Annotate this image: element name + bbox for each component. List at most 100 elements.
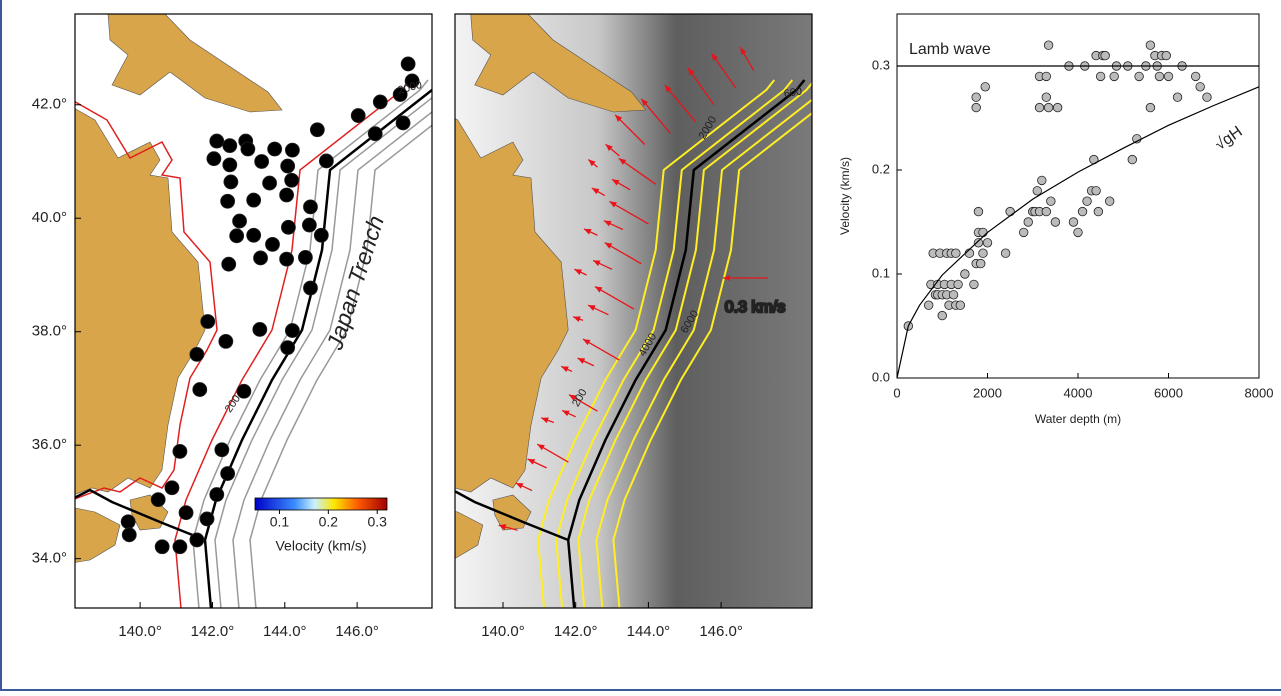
station: [265, 236, 280, 252]
arrow-head: [498, 524, 507, 530]
station: [301, 217, 317, 233]
data-point: [1037, 175, 1047, 186]
data-point: [1019, 227, 1029, 238]
data-point: [960, 269, 970, 279]
arrow-head: [574, 269, 582, 275]
velocity-arrow: [594, 285, 635, 310]
arrow-head: [603, 220, 612, 227]
data-point: [1050, 217, 1061, 227]
x-tick-label: 140.0°: [481, 623, 525, 640]
map-panel: [75, 14, 432, 608]
velocity-arrow: [664, 84, 697, 123]
data-point: [1041, 92, 1052, 102]
x-tick-label: 4000: [1064, 385, 1093, 400]
arrow-shaft: [594, 285, 635, 310]
y-tick-label: 0.3: [872, 57, 890, 72]
data-point: [1093, 206, 1104, 217]
data-point: [923, 300, 934, 310]
x-tick-label: 144.0°: [627, 623, 671, 640]
velocity-arrow: [515, 482, 533, 492]
arrow-head: [588, 305, 596, 311]
map-panel: [455, 14, 812, 608]
station: [313, 227, 329, 243]
arrow-head: [740, 47, 747, 55]
land: [470, 14, 647, 113]
station: [164, 480, 180, 496]
data-point: [955, 300, 966, 310]
station: [318, 153, 334, 169]
station: [309, 122, 325, 138]
arrow-head: [515, 482, 524, 489]
arrow-head: [594, 286, 603, 293]
station: [172, 444, 188, 459]
data-point: [1041, 71, 1052, 82]
y-axis-label: Velocity (km/s): [838, 157, 852, 235]
trench: [566, 79, 806, 608]
data-point: [948, 290, 959, 300]
velocity-arrow: [561, 409, 576, 418]
depth-contour: [555, 79, 794, 608]
data-point: [1073, 227, 1083, 238]
y-tick-label: 36.0°: [32, 436, 67, 453]
data-point: [1190, 71, 1201, 82]
station: [220, 466, 236, 481]
data-point: [1041, 206, 1052, 217]
station: [178, 505, 194, 521]
velocity-arrow: [605, 143, 620, 157]
arrow-head: [609, 201, 617, 208]
x-tick-label: 8000: [1245, 385, 1274, 400]
y-tick-label: 40.0°: [32, 209, 67, 226]
colorbar-tick-label: 0.3: [367, 514, 387, 530]
station: [280, 158, 296, 174]
station: [267, 141, 283, 157]
data-point: [971, 102, 981, 113]
data-point: [973, 238, 984, 248]
y-tick-label: 42.0°: [32, 96, 67, 113]
arrow-head: [562, 410, 570, 417]
data-point: [1000, 248, 1011, 258]
arrow-head: [561, 366, 569, 373]
x-tick-label: 146.0°: [699, 623, 743, 640]
x-tick-label: 142.0°: [554, 623, 598, 640]
station: [121, 527, 137, 543]
station: [279, 251, 294, 267]
station: [252, 322, 268, 337]
land: [455, 118, 569, 493]
x-tick-label: 140.0°: [118, 623, 162, 640]
arrow-head: [641, 98, 649, 106]
arrow-shaft: [640, 98, 671, 134]
station: [150, 492, 166, 508]
colorbar-label: Velocity (km/s): [275, 538, 366, 554]
land: [455, 511, 484, 559]
station: [154, 539, 170, 555]
velocity-arrow: [560, 365, 573, 373]
velocity-arrow: [640, 98, 671, 134]
velocity-arrow: [568, 394, 598, 412]
arrow-head: [582, 339, 591, 346]
trench: [75, 488, 206, 542]
velocity-arrow: [536, 443, 569, 463]
data-point: [951, 248, 961, 258]
arrow-head: [583, 228, 592, 235]
station: [298, 249, 313, 265]
colorbar-tick-label: 0.1: [270, 514, 290, 530]
data-point: [1154, 71, 1165, 82]
data-point: [1195, 82, 1205, 92]
data-point: [1100, 50, 1110, 61]
velocity-arrow: [618, 157, 657, 185]
arrow-shaft: [618, 157, 657, 185]
data-point: [1127, 154, 1138, 165]
x-tick-label: 142.0°: [191, 623, 235, 640]
arrow-head: [537, 444, 545, 451]
data-point: [953, 279, 963, 290]
depth-contour: [214, 96, 432, 608]
panel-frame: [454, 13, 813, 609]
station: [232, 213, 247, 229]
depth-contour: [612, 111, 812, 608]
station: [222, 157, 238, 173]
x-tick-label: 2000: [973, 385, 1002, 400]
contour-label: 600: [783, 85, 803, 100]
velocity-arrow: [739, 47, 755, 72]
velocity-arrow: [574, 268, 587, 276]
